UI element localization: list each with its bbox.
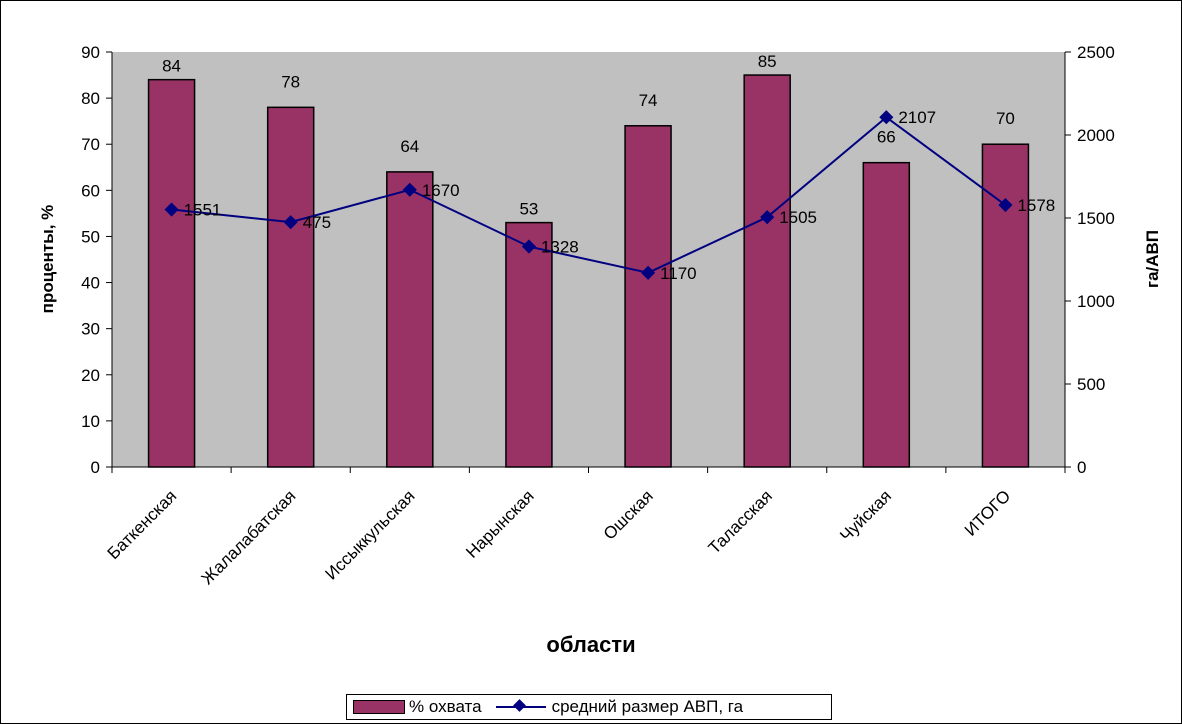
legend-label-line: средний размер АВП, га bbox=[551, 697, 744, 716]
legend: % охвата средний размер АВП, га bbox=[346, 694, 832, 720]
y2-tick-label: 2500 bbox=[1077, 43, 1115, 62]
bar bbox=[505, 221, 553, 468]
y2-tick-label: 1000 bbox=[1077, 292, 1115, 311]
line-marker bbox=[760, 210, 775, 225]
bar bbox=[862, 161, 911, 468]
y-tick-label: 50 bbox=[81, 227, 100, 246]
bar-value-label: 85 bbox=[758, 52, 777, 71]
x-tick-label: Чуйская bbox=[836, 486, 895, 545]
line-value-label: 1551 bbox=[184, 201, 222, 220]
legend-bar-swatch bbox=[353, 700, 405, 714]
x-tick-label: Таласская bbox=[705, 486, 776, 557]
bars-layer bbox=[147, 74, 1030, 468]
bar bbox=[386, 171, 434, 468]
y-tick-label: 80 bbox=[81, 89, 100, 108]
line-marker bbox=[521, 239, 537, 254]
legend-label-bars: % охвата bbox=[409, 697, 482, 716]
bar-value-label: 70 bbox=[996, 109, 1015, 128]
y2-axis-title: га/АВП bbox=[1143, 230, 1162, 288]
line-marker bbox=[164, 202, 179, 217]
bar bbox=[147, 78, 196, 468]
y-tick-label: 0 bbox=[91, 458, 100, 477]
bar bbox=[266, 106, 315, 468]
legend-item-line: средний размер АВП, га bbox=[495, 697, 744, 717]
y-tick-label: 60 bbox=[81, 181, 100, 200]
bar-value-label: 74 bbox=[639, 91, 658, 110]
x-tick-label: Ошская bbox=[600, 486, 657, 543]
legend-item-bars: % охвата bbox=[353, 697, 482, 717]
y2-tick-label: 0 bbox=[1077, 458, 1086, 477]
y2-tick-label: 2000 bbox=[1077, 126, 1115, 145]
y2-tick-label: 500 bbox=[1077, 375, 1105, 394]
x-tick-label: Иссыккульская bbox=[321, 486, 418, 583]
line-value-label: 1170 bbox=[660, 264, 697, 283]
bar-value-label: 64 bbox=[400, 137, 419, 156]
line-marker bbox=[640, 265, 656, 280]
bar bbox=[743, 74, 791, 468]
y2-tick-label: 1500 bbox=[1077, 209, 1115, 228]
line-value-label: 1578 bbox=[1017, 196, 1055, 215]
legend-line-swatch bbox=[495, 699, 546, 714]
bar-value-label: 78 bbox=[281, 72, 300, 91]
line-marker bbox=[879, 110, 894, 125]
y-axis-title: проценты, % bbox=[38, 205, 57, 314]
line-marker bbox=[283, 215, 298, 230]
x-tick-label: ИТОГО bbox=[961, 486, 1014, 539]
line-series bbox=[171, 115, 1007, 274]
x-axis-title: области bbox=[546, 632, 635, 657]
y-tick-label: 20 bbox=[81, 366, 100, 385]
bar-value-label: 84 bbox=[162, 57, 181, 76]
y-tick-label: 30 bbox=[81, 320, 100, 339]
bar-value-label: 66 bbox=[877, 128, 896, 147]
line-layer bbox=[164, 110, 1013, 280]
line-value-label: 2107 bbox=[898, 108, 936, 127]
y-tick-label: 70 bbox=[81, 135, 100, 154]
bar bbox=[624, 125, 672, 468]
y-tick-label: 90 bbox=[81, 43, 100, 62]
line-marker bbox=[402, 182, 417, 197]
y-tick-label: 10 bbox=[81, 412, 100, 431]
line-marker bbox=[998, 197, 1013, 213]
line-value-label: 475 bbox=[303, 213, 331, 232]
x-tick-label: Нарынская bbox=[462, 486, 537, 561]
line-value-label: 1505 bbox=[779, 208, 817, 227]
labels-layer: 84 78 64 53 74 85 66 70 1551 475 1670 1328 1170 1505 2… bbox=[162, 52, 1055, 283]
x-tick-label: Жалалабатская bbox=[198, 486, 300, 588]
line-value-label: 1670 bbox=[422, 181, 460, 200]
line-value-label: 1328 bbox=[541, 238, 579, 257]
y-tick-label: 40 bbox=[81, 274, 100, 293]
bar-value-label: 53 bbox=[519, 200, 538, 219]
x-tick-label: Баткенская bbox=[104, 486, 181, 563]
